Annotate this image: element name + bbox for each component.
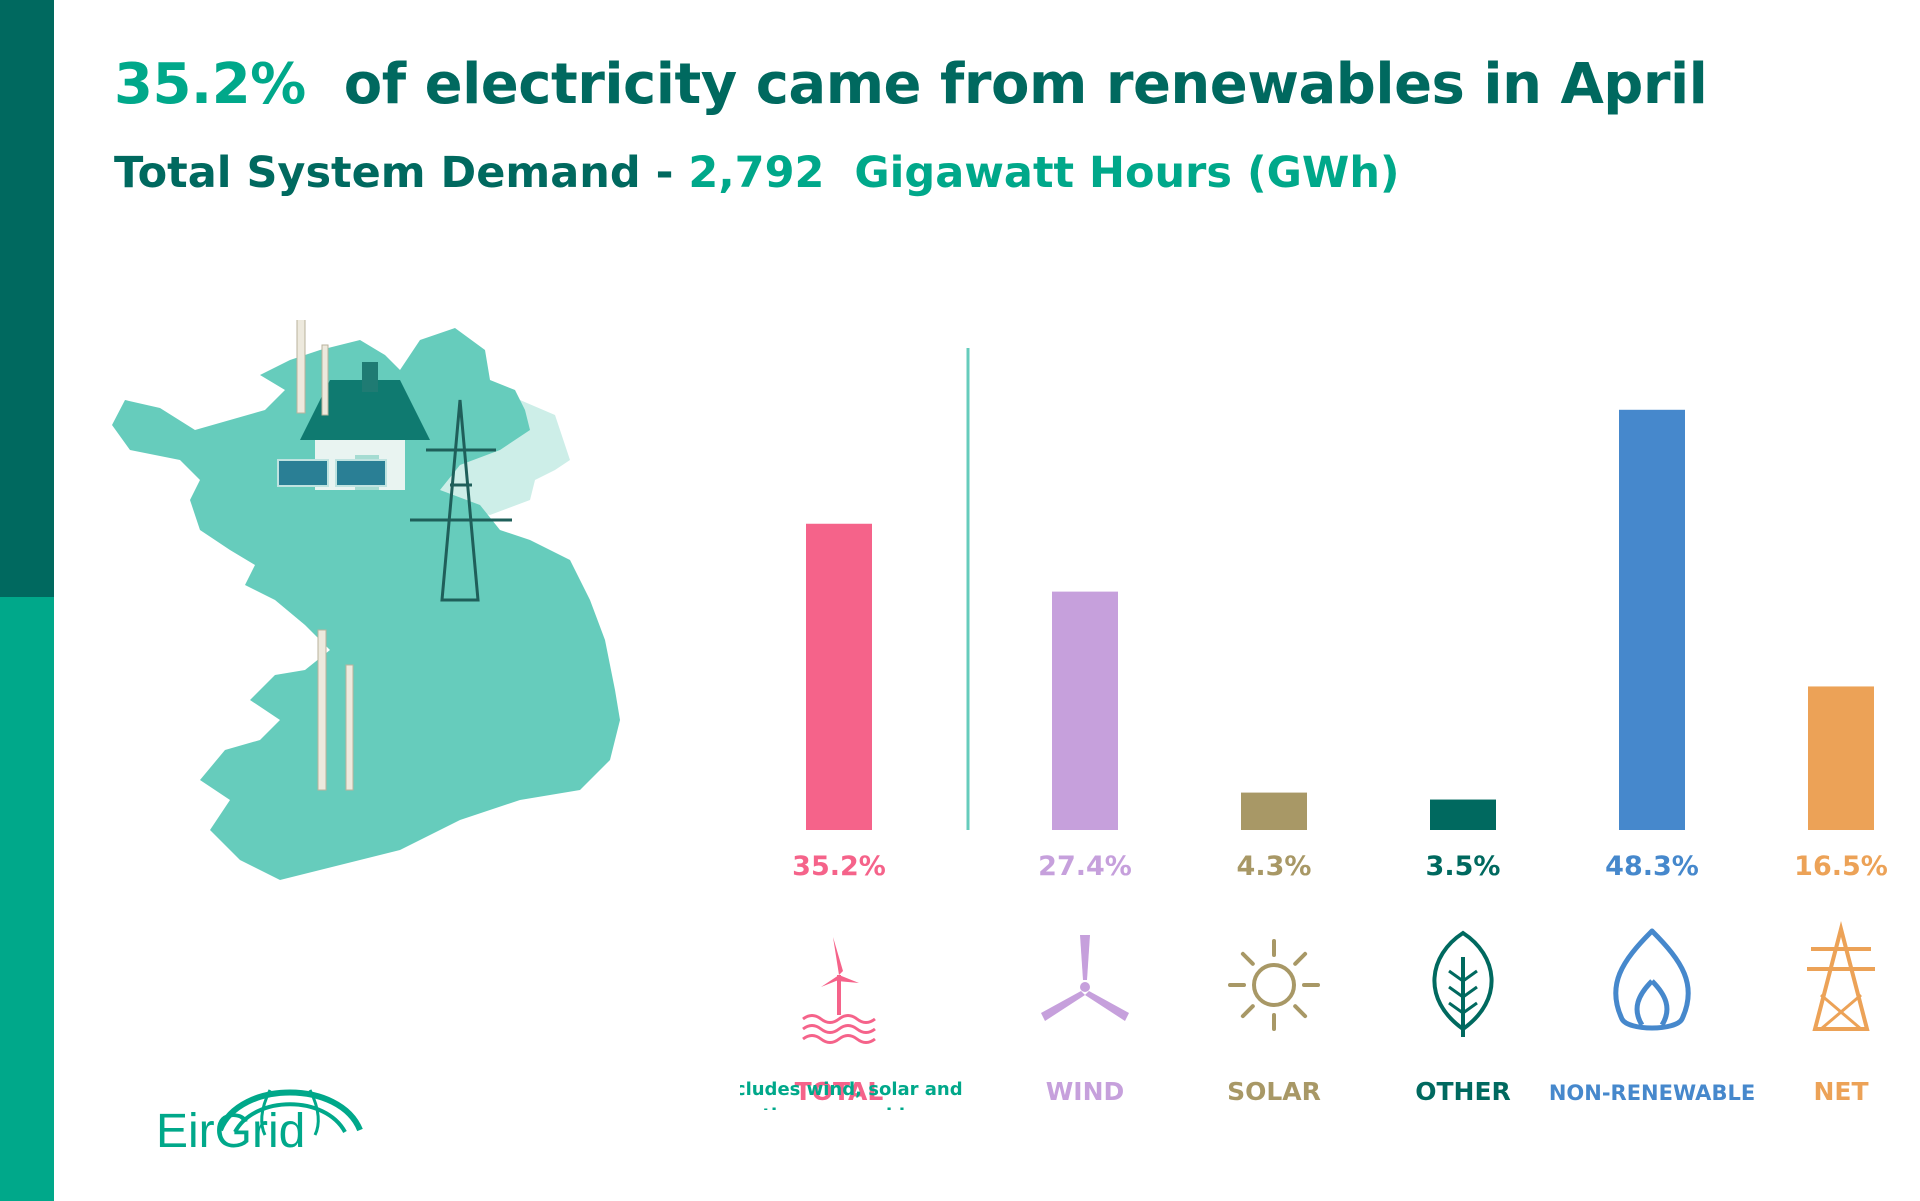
category-label-wind: WIND [1046, 1077, 1125, 1106]
category-label-net-import: NET [1813, 1077, 1868, 1106]
category-label-other-renewable: RENEWABLE [1377, 1107, 1549, 1110]
eirgrid-logo: EirGrid [150, 1070, 380, 1170]
bar-solar [1241, 792, 1307, 830]
leaf-vein [1448, 985, 1464, 999]
side-band-top [0, 0, 54, 597]
value-label-wind: 27.4% [1038, 851, 1132, 882]
sun-ray [1240, 951, 1255, 966]
flame-outer [1613, 928, 1691, 1031]
ireland-island [112, 328, 620, 880]
leaf-vein [1448, 1001, 1464, 1015]
blade-left [821, 975, 841, 987]
blade-right [837, 975, 859, 983]
category-label-total-renewables: TOTAL [795, 1077, 884, 1106]
category-note: Includes wind, solar and [740, 1079, 963, 1100]
globe-grid-icon [217, 1089, 363, 1136]
pylon-brace [1820, 993, 1862, 1031]
blade-left [1041, 991, 1085, 1021]
value-label-solar: 4.3% [1237, 851, 1312, 882]
headline-text: of electricity came from renewables in A… [343, 52, 1708, 117]
demand-value: 2,792 [688, 148, 825, 198]
flame-inner [1634, 979, 1670, 1027]
category-note: other renewables [750, 1105, 928, 1110]
wind-turbines-illustration [296, 320, 354, 791]
wave [802, 1034, 876, 1044]
sun-core [1252, 963, 1296, 1007]
generation-bar-chart: 35.2% TOTALRENEWABLES Includes wind, solar… [740, 348, 1896, 1110]
bar-total-renewables [806, 523, 872, 830]
subheadline-prefix: Total System Demand - [114, 148, 674, 198]
sun-icon [1228, 939, 1320, 1031]
category-label-solar: SOLAR [1227, 1077, 1321, 1106]
bar-net-import [1808, 686, 1874, 830]
category-label-other-renewable: OTHER [1415, 1077, 1511, 1106]
value-label-other-renewable: 3.5% [1426, 851, 1501, 882]
sun-ray [1293, 1004, 1308, 1019]
sun-ray [1240, 1004, 1255, 1019]
value-label-total-renewables: 35.2% [792, 851, 886, 882]
category-label-total-renewables: RENEWABLES [744, 1107, 934, 1110]
value-label-non-renewable: 48.3% [1605, 851, 1699, 882]
bar-wind [1052, 591, 1118, 830]
sun-ray [1293, 951, 1308, 966]
leaf-icon [1432, 930, 1494, 1037]
value-label-net-import: 16.5% [1794, 851, 1888, 882]
solar-panels-illustration [277, 459, 387, 487]
wind-turbine-icon [1041, 935, 1129, 1021]
leaf-vein [1448, 969, 1464, 983]
headline: 35.2% of electricity came from renewable… [114, 52, 1708, 117]
offshore-wind-icon [802, 937, 876, 1044]
blade-up [1080, 935, 1090, 980]
logo-text: EirGrid [156, 1105, 306, 1158]
pylon-icon [1807, 921, 1875, 1031]
blade-top [833, 937, 843, 975]
ireland-map-illustration [112, 320, 620, 880]
bar-other-renewable [1430, 799, 1496, 830]
demand-unit: Gigawatt Hours (GWh) [854, 148, 1400, 198]
wave [802, 1024, 876, 1034]
pylon-frame [1812, 921, 1870, 1031]
category-label-net-import: IMPORT [1787, 1107, 1896, 1110]
blade-right [1085, 991, 1129, 1021]
hub [1080, 982, 1090, 992]
headline-percentage: 35.2% [114, 52, 306, 117]
leaf-vein [1462, 1001, 1478, 1015]
pylon-illustration [410, 399, 512, 602]
leaf-vein [1462, 985, 1478, 999]
subheadline: Total System Demand - 2,792 Gigawatt Hou… [114, 148, 1400, 198]
side-band-bottom [0, 597, 54, 1201]
bar-non-renewable [1619, 409, 1685, 830]
flame-icon [1613, 928, 1691, 1031]
leaf-vein [1462, 969, 1478, 983]
wave [802, 1014, 876, 1024]
category-label-non-renewable: NON-RENEWABLE [1549, 1081, 1755, 1105]
